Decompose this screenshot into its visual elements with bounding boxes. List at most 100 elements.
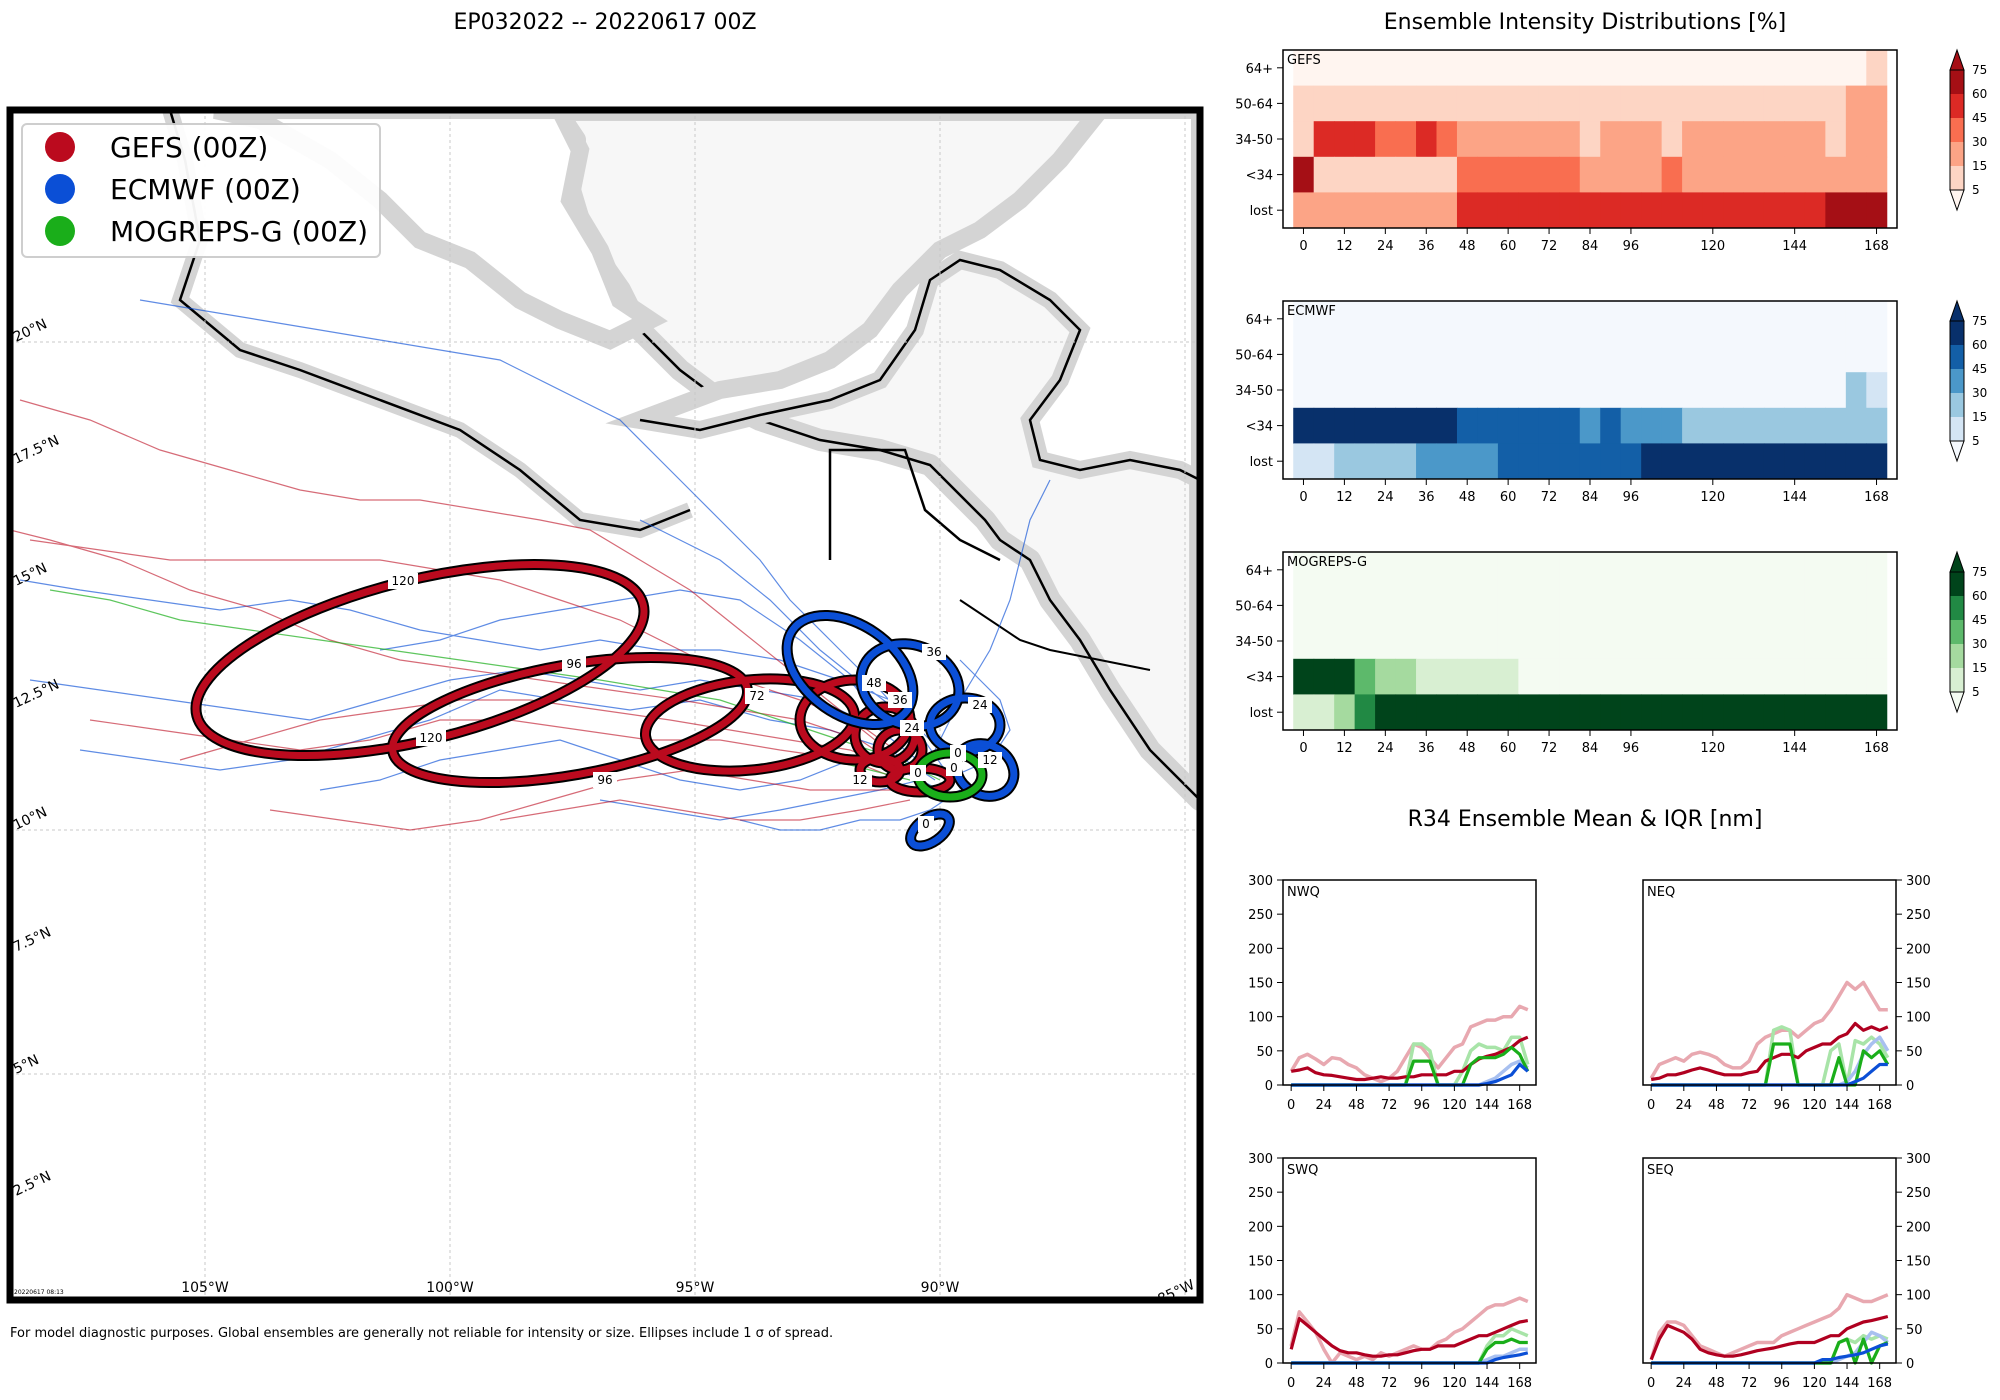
heatmap-cell bbox=[1702, 336, 1724, 373]
heatmap-cell bbox=[1600, 301, 1622, 338]
heatmap-cell bbox=[1641, 587, 1663, 624]
heatmap-cell bbox=[1763, 85, 1785, 122]
heatmap-cell bbox=[1579, 50, 1601, 87]
x-tick-label: 120 bbox=[1802, 1098, 1827, 1113]
x-tick-label: 144 bbox=[1835, 1376, 1860, 1391]
y-tick-label: 300 bbox=[1248, 874, 1273, 889]
heatmap-cell bbox=[1763, 587, 1785, 624]
heatmap-cell bbox=[1702, 85, 1724, 122]
heatmap-cell bbox=[1702, 50, 1724, 87]
heatmap-cell bbox=[1866, 50, 1888, 87]
heatmap-cell bbox=[1743, 694, 1765, 731]
heatmap-cell bbox=[1804, 587, 1826, 624]
heatmap-cell bbox=[1845, 407, 1867, 444]
x-tick-label: 60 bbox=[1500, 239, 1517, 254]
heatmap-cell bbox=[1456, 694, 1478, 731]
r34-panel-swq: SWQ 0 24 48 72 96 120 144 168 0 50 100 150 200 250 300 bbox=[1248, 1152, 1537, 1391]
honduras-border bbox=[959, 599, 1151, 671]
x-tick-label: 120 bbox=[1442, 1376, 1467, 1391]
heatmap-cell bbox=[1600, 587, 1622, 624]
colorbar-segment bbox=[1950, 644, 1964, 668]
heatmap-cell bbox=[1375, 443, 1397, 480]
heatmap-cell bbox=[1477, 121, 1499, 158]
x-tick-label: 60 bbox=[1500, 741, 1517, 756]
heatmap-cell bbox=[1293, 552, 1315, 589]
heatmap-cell bbox=[1559, 50, 1581, 87]
heatmap-cell bbox=[1661, 587, 1683, 624]
heatmap-cell bbox=[1354, 623, 1376, 660]
heatmap-cell bbox=[1293, 587, 1315, 624]
heatmap-cell bbox=[1579, 694, 1601, 731]
x-tick-label: 144 bbox=[1782, 239, 1807, 254]
x-tick-label: 72 bbox=[1741, 1098, 1758, 1113]
heatmap-cell bbox=[1497, 85, 1519, 122]
heatmap-cell bbox=[1579, 372, 1601, 409]
colorbar-segment bbox=[1950, 142, 1964, 166]
colorbar-segment bbox=[1950, 166, 1964, 190]
heatmap-cell bbox=[1743, 121, 1765, 158]
heatmap-cell bbox=[1395, 192, 1417, 229]
heatmap-cell bbox=[1784, 85, 1806, 122]
heatmap-cell bbox=[1559, 301, 1581, 338]
heatmap-cell bbox=[1743, 658, 1765, 695]
colorbar-extend-top bbox=[1949, 48, 1965, 71]
colorbar-tick-label: 75 bbox=[1972, 63, 1987, 77]
heatmap-cell bbox=[1804, 192, 1826, 229]
x-tick-label: 60 bbox=[1500, 490, 1517, 505]
colorbar-tick-label: 5 bbox=[1972, 434, 1980, 448]
r34-panel-seq: SEQ 0 24 48 72 96 120 144 168 0 50 100 150 200 250 300 bbox=[1642, 1152, 1931, 1391]
colorbar-tick-label: 15 bbox=[1972, 410, 1987, 424]
heatmap-cell bbox=[1743, 156, 1765, 193]
heatmap-cell bbox=[1293, 443, 1315, 480]
heatmap-cell bbox=[1518, 623, 1540, 660]
heatmap-mogreps-g: MOGREPS-G 64+ 50-64 34-50 <34 lost 0 12 24 36 48 60… bbox=[1235, 550, 1987, 756]
x-tick-label: 24 bbox=[1676, 1098, 1693, 1113]
heatmap-panel-label: MOGREPS-G bbox=[1287, 555, 1367, 570]
heatmap-cell bbox=[1293, 156, 1315, 193]
heatmap-cell bbox=[1456, 552, 1478, 589]
heatmap-cell bbox=[1375, 50, 1397, 87]
heatmap-cell bbox=[1497, 372, 1519, 409]
heatmap-cell bbox=[1866, 85, 1888, 122]
heatmap-gefs: GEFS 64+ 50-64 34-50 <34 lost 0 12 24 36 48 60 72 84 9… bbox=[1235, 48, 1987, 254]
heatmap-cell bbox=[1600, 50, 1622, 87]
heatmap-cell bbox=[1682, 85, 1704, 122]
heatmap-cell bbox=[1313, 336, 1335, 373]
heatmap-cell bbox=[1293, 372, 1315, 409]
heatmap-cell bbox=[1293, 121, 1315, 158]
colorbar-segment bbox=[1950, 94, 1964, 118]
heatmap-cell bbox=[1436, 443, 1458, 480]
heatmap-cell bbox=[1497, 121, 1519, 158]
colorbar-tick-label: 45 bbox=[1972, 362, 1987, 376]
heatmap-cell bbox=[1395, 658, 1417, 695]
map-frame bbox=[6, 106, 1204, 1304]
x-tick-label: 96 bbox=[1623, 239, 1640, 254]
quadrant-label: NEQ bbox=[1647, 885, 1675, 900]
heatmap-cell bbox=[1723, 552, 1744, 589]
gulf-coastline bbox=[639, 258, 1200, 482]
heatmap-cell bbox=[1702, 623, 1724, 660]
x-tick-label: 168 bbox=[1507, 1376, 1532, 1391]
colorbar-frame bbox=[1949, 69, 1965, 191]
y-tick-label: 300 bbox=[1248, 1152, 1273, 1167]
heatmap-cell bbox=[1538, 50, 1560, 87]
mogreps-label-0: 0 bbox=[954, 746, 962, 760]
track-map: 120 96 96 120 72 48 36 24 12 0 36 24 12 … bbox=[6, 106, 1204, 1308]
heatmap-cell bbox=[1600, 85, 1622, 122]
x-tick-label: 72 bbox=[1381, 1376, 1398, 1391]
heatmap-cell bbox=[1845, 623, 1867, 660]
x-tick-label: 0 bbox=[1287, 1098, 1295, 1113]
colorbar: 75 60 45 30 15 5 bbox=[1949, 550, 1987, 714]
heatmap-cell bbox=[1456, 587, 1478, 624]
heatmap-cell bbox=[1804, 623, 1826, 660]
heatmap-cell bbox=[1477, 50, 1499, 87]
heatmap-cell bbox=[1702, 658, 1724, 695]
heatmap-cell bbox=[1538, 336, 1560, 373]
x-tick-label: 48 bbox=[1459, 239, 1476, 254]
heatmap-cell bbox=[1416, 658, 1437, 695]
x-tick-label: 24 bbox=[1377, 239, 1394, 254]
heatmap-cell bbox=[1723, 301, 1744, 338]
heatmap-cell bbox=[1395, 694, 1417, 731]
heatmap-cell bbox=[1334, 372, 1356, 409]
heatmap-cell bbox=[1620, 407, 1642, 444]
